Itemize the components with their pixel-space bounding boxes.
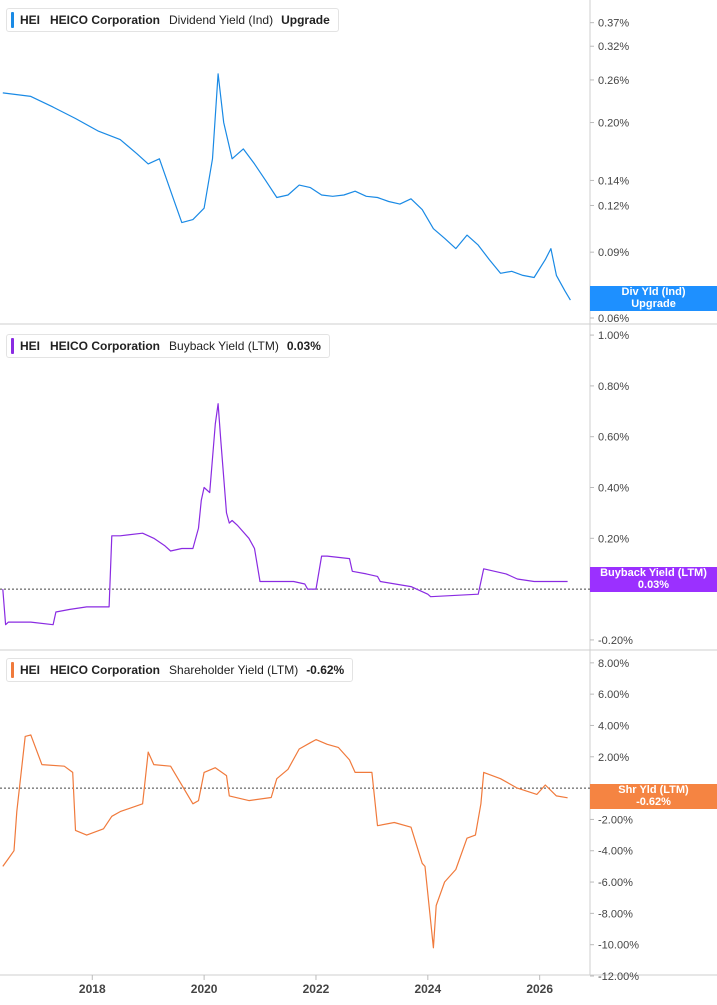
legend-value: 0.03%	[286, 339, 321, 353]
y-tick-label: -12.00%	[598, 971, 639, 983]
value-tag-shareholder-yield: Shr Yld (LTM) -0.62%	[590, 784, 717, 809]
y-tick-label: 1.00%	[598, 330, 629, 342]
y-tick-label: 0.09%	[598, 247, 629, 259]
legend-metric: Shareholder Yield (LTM)	[169, 663, 299, 677]
y-tick-label: -10.00%	[598, 940, 639, 952]
y-tick-label: 0.60%	[598, 432, 629, 444]
y-tick-label: 4.00%	[598, 720, 629, 732]
tag-value: -0.62%	[636, 795, 671, 808]
legend-dividend-yield[interactable]: HEI HEICO Corporation Dividend Yield (In…	[6, 8, 339, 32]
x-tick-label: 2024	[414, 982, 441, 996]
y-tick-label: 0.14%	[598, 175, 629, 187]
y-tick-label: 8.00%	[598, 658, 629, 670]
y-tick-label: -2.00%	[598, 814, 633, 826]
series-swatch	[11, 12, 14, 28]
series-line	[2, 734, 568, 949]
y-tick-label: 0.37%	[598, 18, 629, 30]
value-tag-dividend-yield: Div Yld (Ind) Upgrade	[590, 286, 717, 311]
y-tick-label: 2.00%	[598, 752, 629, 764]
x-tick-label: 2022	[303, 982, 330, 996]
legend-buyback-yield[interactable]: HEI HEICO Corporation Buyback Yield (LTM…	[6, 334, 330, 358]
legend-ticker: HEI	[20, 13, 41, 27]
legend-value[interactable]: Upgrade	[281, 13, 330, 27]
y-tick-label: 0.40%	[598, 483, 629, 495]
y-tick-label: 6.00%	[598, 689, 629, 701]
y-tick-label: 0.12%	[598, 200, 629, 212]
y-tick-label: -4.00%	[598, 846, 633, 858]
tag-label: Div Yld (Ind)	[621, 286, 686, 298]
x-tick-label: 2026	[526, 982, 553, 996]
y-tick-label: -8.00%	[598, 908, 633, 920]
value-tag-buyback-yield: Buyback Yield (LTM) 0.03%	[590, 567, 717, 592]
x-tick-label: 2020	[191, 982, 218, 996]
y-tick-label: 0.06%	[598, 313, 629, 325]
legend-ticker: HEI	[20, 663, 41, 677]
legend-company: HEICO Corporation	[50, 13, 161, 27]
y-tick-label: 0.20%	[598, 533, 629, 545]
series-line	[2, 73, 571, 301]
y-tick-label: -6.00%	[598, 877, 633, 889]
y-tick-label: 0.26%	[598, 75, 629, 87]
series-swatch	[11, 338, 14, 354]
series-swatch	[11, 662, 14, 678]
legend-company: HEICO Corporation	[50, 663, 161, 677]
legend-metric: Dividend Yield (Ind)	[169, 13, 274, 27]
legend-ticker: HEI	[20, 339, 41, 353]
tag-label: Shr Yld (LTM)	[618, 784, 689, 796]
legend-company: HEICO Corporation	[50, 339, 161, 353]
y-tick-label: 0.32%	[598, 41, 629, 53]
y-tick-label: 0.80%	[598, 381, 629, 393]
legend-metric: Buyback Yield (LTM)	[169, 339, 279, 353]
series-line	[2, 403, 568, 626]
tag-value: Upgrade	[631, 297, 676, 310]
x-tick-label: 2018	[79, 982, 106, 996]
y-tick-label: -0.20%	[598, 635, 633, 647]
legend-shareholder-yield[interactable]: HEI HEICO Corporation Shareholder Yield …	[6, 658, 354, 682]
y-tick-label: 0.20%	[598, 118, 629, 130]
tag-value: 0.03%	[637, 578, 670, 591]
tag-label: Buyback Yield (LTM)	[600, 567, 707, 579]
legend-value: -0.62%	[306, 663, 345, 677]
